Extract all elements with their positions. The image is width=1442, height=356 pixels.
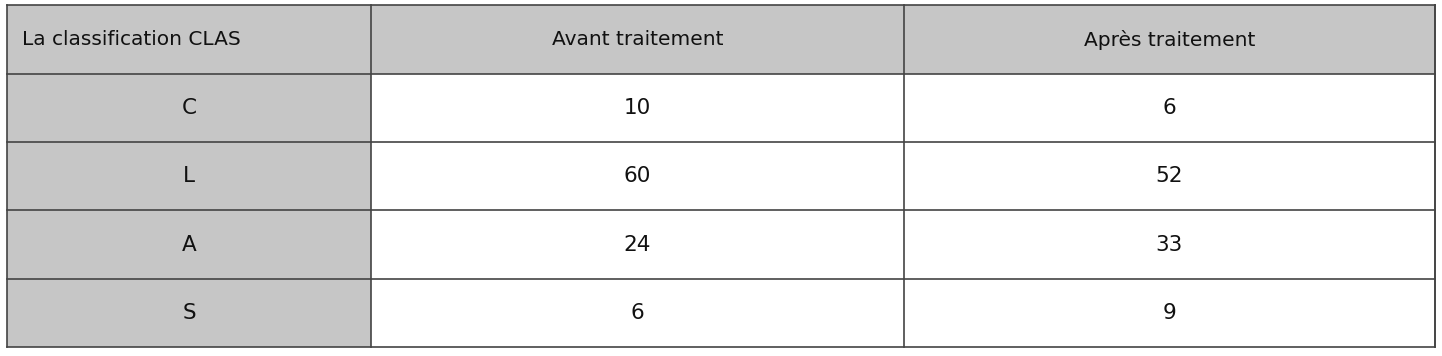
Text: S: S [183, 303, 196, 323]
Bar [7, 5, 371, 74]
Bar [371, 210, 904, 279]
Bar [371, 142, 904, 210]
Bar [904, 279, 1435, 347]
Text: 6: 6 [1162, 98, 1177, 118]
Text: 6: 6 [630, 303, 645, 323]
Bar [7, 279, 371, 347]
Text: A: A [182, 235, 196, 255]
Text: La classification CLAS: La classification CLAS [22, 30, 241, 49]
Bar [904, 74, 1435, 142]
Bar [7, 210, 371, 279]
Text: Après traitement: Après traitement [1083, 30, 1255, 49]
Text: 33: 33 [1155, 235, 1182, 255]
Text: C: C [182, 98, 196, 118]
Bar [371, 74, 904, 142]
Text: Avant traitement: Avant traitement [552, 30, 724, 49]
Bar [7, 74, 371, 142]
Bar [7, 142, 371, 210]
Bar [371, 5, 904, 74]
Text: L: L [183, 166, 195, 186]
Text: 60: 60 [624, 166, 652, 186]
Bar [904, 210, 1435, 279]
Bar [371, 279, 904, 347]
Bar [904, 5, 1435, 74]
Bar [904, 142, 1435, 210]
Text: 24: 24 [624, 235, 652, 255]
Text: 9: 9 [1162, 303, 1177, 323]
Text: 52: 52 [1155, 166, 1182, 186]
Text: 10: 10 [624, 98, 652, 118]
